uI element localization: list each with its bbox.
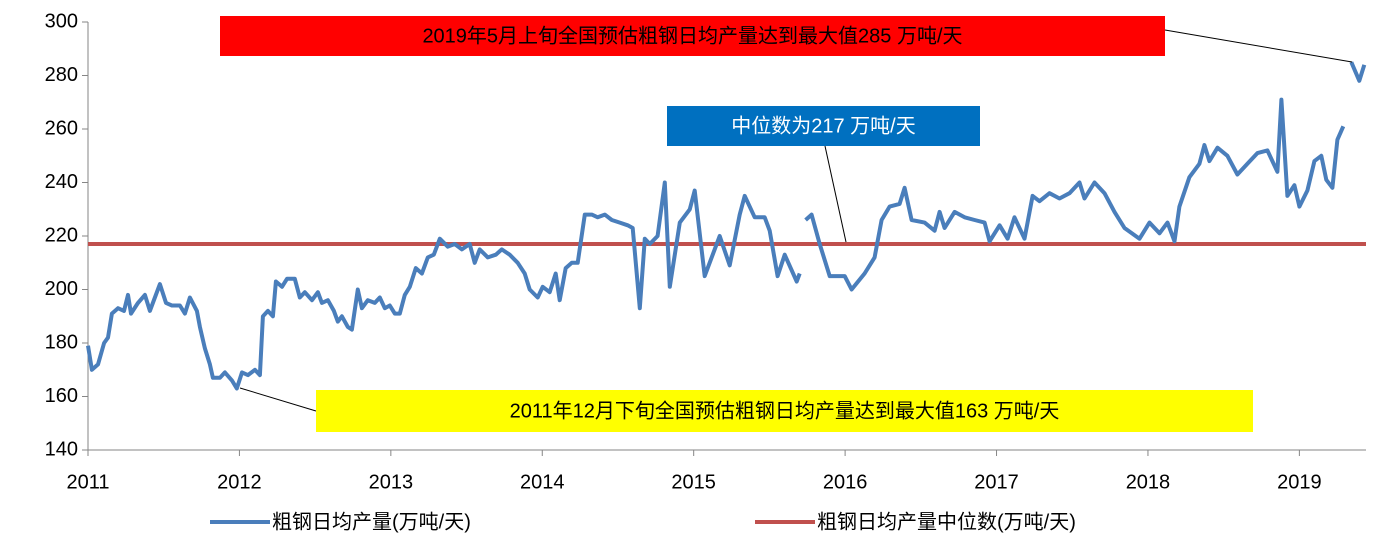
data-line xyxy=(86,61,1367,391)
annotation-connector xyxy=(1164,29,1353,63)
y-tick-label: 260 xyxy=(45,117,78,139)
annotation-connector xyxy=(824,145,847,243)
x-tick-label: 2018 xyxy=(1126,471,1171,493)
annotation-box xyxy=(220,16,1165,56)
y-tick-label: 220 xyxy=(45,224,78,246)
y-tick-label: 240 xyxy=(45,171,78,193)
annotation-text: 2019年5月上旬全国预估粗钢日均产量达到最大值285 万吨/天 xyxy=(422,24,962,47)
y-tick-label: 200 xyxy=(45,278,78,300)
annotation-text: 中位数为217 万吨/天 xyxy=(731,114,915,137)
annotation-box xyxy=(316,390,1253,432)
x-tick-label: 2016 xyxy=(823,471,868,493)
x-tick-label: 2015 xyxy=(671,471,716,493)
x-tick-label: 2011 xyxy=(66,471,109,493)
annotation-connector xyxy=(239,387,317,412)
y-tick-label: 300 xyxy=(45,10,78,32)
y-tick-label: 140 xyxy=(45,438,78,460)
annotation-box xyxy=(667,106,980,146)
annotation-text: 2011年12月下旬全国预估粗钢日均产量达到最大值163 万吨/天 xyxy=(510,399,1060,422)
legend-label: 粗钢日均产量中位数(万吨/天) xyxy=(817,510,1076,533)
x-tick-label: 2017 xyxy=(974,471,1019,493)
x-tick-label: 2013 xyxy=(369,471,414,493)
y-tick-label: 160 xyxy=(45,385,78,407)
y-tick-label: 280 xyxy=(45,64,78,86)
x-tick-label: 2014 xyxy=(520,471,565,493)
legend-label: 粗钢日均产量(万吨/天) xyxy=(272,510,471,533)
y-tick-label: 180 xyxy=(45,331,78,353)
x-tick-label: 2019 xyxy=(1277,471,1322,493)
x-tick-label: 2012 xyxy=(217,471,262,493)
